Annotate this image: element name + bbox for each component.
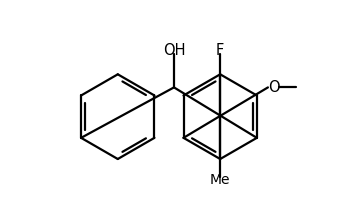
Text: O: O bbox=[268, 80, 280, 95]
Text: OH: OH bbox=[163, 43, 185, 58]
Text: Me: Me bbox=[210, 174, 230, 187]
Text: F: F bbox=[216, 43, 224, 58]
